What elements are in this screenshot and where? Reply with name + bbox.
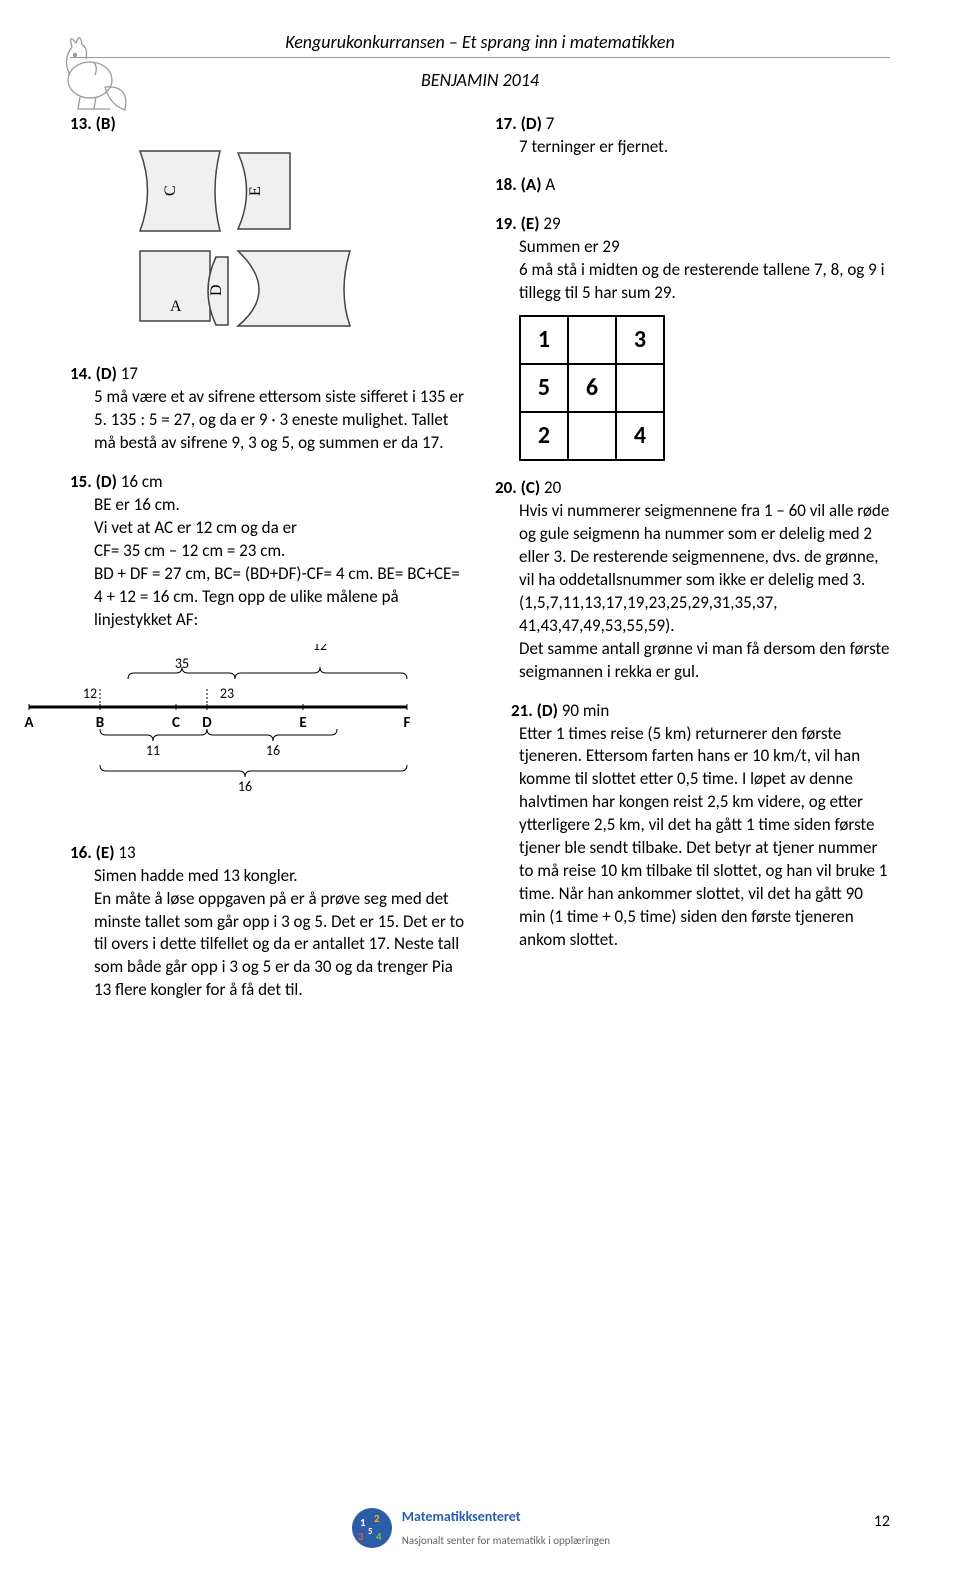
number-grid: 135624	[519, 315, 665, 461]
grid-cell: 3	[616, 316, 664, 364]
footer-logo: 1 2 3 4 5 Matematikksenteret Nasjonalt s…	[0, 1505, 960, 1551]
answer-heading: 21. (D) 90 min	[511, 700, 890, 723]
answer-body: Etter 1 times reise (5 km) returnerer de…	[519, 723, 890, 952]
answer-item: 21. (D) 90 minEtter 1 times reise (5 km)…	[495, 700, 890, 952]
page-header-title: Kengurukonkurransen – Et sprang inn i ma…	[70, 30, 890, 58]
grid-cell: 4	[616, 412, 664, 460]
svg-text:16: 16	[238, 778, 252, 795]
svg-text:C: C	[172, 714, 180, 732]
svg-text:35: 35	[175, 655, 189, 672]
answer-body: Simen hadde med 13 kongler.En måte å løs…	[94, 865, 465, 1003]
answer-body: 7 terninger er fjernet.	[519, 136, 890, 159]
answer-item: 18. (A) A	[495, 174, 890, 197]
answer-heading: 15. (D) 16 cm	[70, 471, 465, 494]
footer-logo-main: Matematikksenteret	[402, 1508, 521, 1525]
answer-heading: 14. (D) 17	[70, 363, 465, 386]
answer-item: 15. (D) 16 cmBE er 16 cm.Vi vet at AC er…	[70, 471, 465, 826]
svg-text:16: 16	[266, 742, 280, 759]
shapes-diagram: C E A D	[120, 141, 380, 341]
svg-text:5: 5	[368, 1526, 373, 1537]
svg-text:23: 23	[220, 685, 234, 702]
answer-item: 17. (D) 77 terninger er fjernet.	[495, 113, 890, 159]
grid-cell: 5	[520, 364, 568, 412]
svg-text:12: 12	[313, 644, 327, 654]
svg-text:11: 11	[146, 742, 160, 759]
answer-item: 19. (E) 29Summen er 296 må stå i midten …	[495, 213, 890, 461]
svg-text:E: E	[247, 186, 264, 196]
svg-text:A: A	[24, 714, 34, 732]
answer-item: 14. (D) 175 må være et av sifrene etters…	[70, 363, 465, 455]
grid-cell: 1	[520, 316, 568, 364]
answer-body: Summen er 296 må stå i midten og de rest…	[519, 236, 890, 305]
svg-text:1: 1	[360, 1516, 366, 1529]
answer-heading: 16. (E) 13	[70, 842, 465, 865]
answer-heading: 19. (E) 29	[495, 213, 890, 236]
answer-body: 5 må være et av sifrene ettersom siste s…	[94, 386, 465, 455]
answer-heading: 18. (A) A	[495, 174, 890, 197]
svg-text:F: F	[404, 714, 411, 732]
right-column: 17. (D) 77 terninger er fjernet. 18. (A) …	[495, 113, 890, 1019]
grid-cell	[616, 364, 664, 412]
grid-cell	[568, 412, 616, 460]
answer-heading: 20. (C) 20	[495, 477, 890, 500]
answer-body: BE er 16 cm.Vi vet at AC er 12 cm og da …	[94, 494, 465, 632]
svg-text:12: 12	[83, 685, 97, 702]
page-header-subtitle: BENJAMIN 2014	[70, 68, 890, 92]
answer-item: 16. (E) 13Simen hadde med 13 kongler.En …	[70, 842, 465, 1003]
svg-text:4: 4	[376, 1530, 382, 1543]
answer-item: 20. (C) 20Hvis vi nummerer seigmennene f…	[495, 477, 890, 683]
svg-text:2: 2	[374, 1512, 380, 1525]
answer-item: 13. (B) C E A D	[70, 113, 465, 348]
svg-text:C: C	[162, 185, 179, 196]
answer-heading: 17. (D) 7	[495, 113, 890, 136]
svg-text:A: A	[170, 298, 182, 315]
footer-logo-sub: Nasjonalt senter for matematikk i opplær…	[402, 1534, 610, 1547]
answer-body: Hvis vi nummerer seigmennene fra 1 – 60 …	[519, 500, 890, 684]
svg-text:D: D	[208, 284, 225, 296]
left-column: 13. (B) C E A D 14. (D) 175 må være et a…	[70, 113, 465, 1019]
svg-text:3: 3	[358, 1530, 364, 1543]
grid-cell: 6	[568, 364, 616, 412]
grid-cell: 2	[520, 412, 568, 460]
svg-text:E: E	[299, 714, 306, 732]
grid-cell	[568, 316, 616, 364]
line-segment-diagram: A B C D E F 35 12 1223 11 16 16	[15, 644, 425, 804]
